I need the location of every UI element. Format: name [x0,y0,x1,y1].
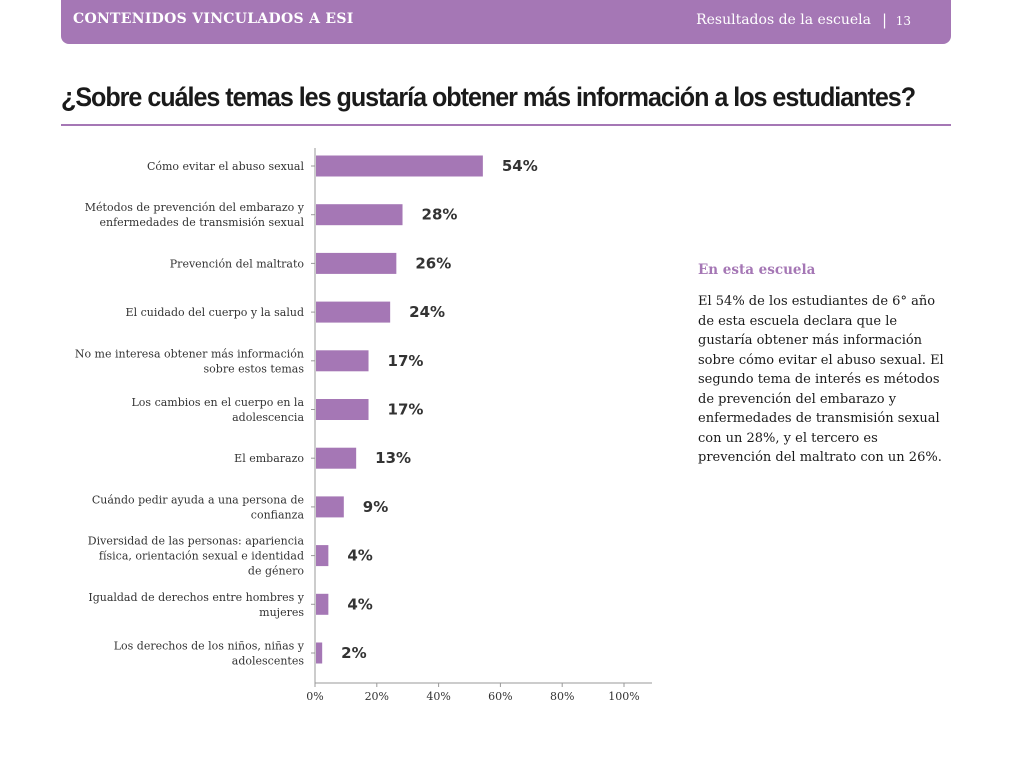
bar-value-label: 17% [388,401,424,419]
category-label: Diversidad de las personas: apariencia fí… [88,535,305,578]
bar-value-label: 54% [502,157,538,175]
x-tick-label: 80% [550,690,574,703]
bar-value-label: 4% [347,547,372,565]
category-label: El cuidado del cuerpo y la salud [126,306,304,319]
page-number: 13 [895,14,911,28]
category-label: Prevención del maltrato [170,257,305,270]
x-tick-label: 100% [608,690,639,703]
x-tick-label: 0% [306,690,323,703]
header-separator: | [881,11,887,29]
bar-value-label: 26% [415,254,451,272]
x-tick-label: 60% [488,690,512,703]
bar [316,252,397,274]
header-subtitle: Resultados de la escuela [696,12,871,28]
category-label: Igualdad de derechos entre hombres y muje… [88,591,304,619]
bar [316,447,357,469]
bar [316,496,344,518]
bar-value-label: 13% [375,449,411,467]
bar [316,399,369,420]
sidebar-text: El 54% de los estudiantes de 6° año de e… [698,294,944,465]
bar-value-label: 2% [341,644,366,662]
bar-value-label: 28% [422,206,458,224]
category-label: Cuándo pedir ayuda a una persona de confi… [92,493,305,521]
bar [316,642,323,664]
bar [316,350,369,372]
bar-value-label: 24% [409,303,445,321]
title-divider [61,124,951,126]
category-label: Métodos de prevención del embarazo y enfe… [85,201,305,229]
category-label: El embarazo [234,452,304,465]
category-label: Cómo evitar el abuso sexual [147,160,305,173]
bar-value-label: 4% [347,595,372,613]
page-title: ¿Sobre cuáles temas les gustaría obtener… [61,82,916,112]
x-tick-label: 20% [365,690,389,703]
category-label: Los derechos de los niños, niñas y adoles… [114,640,305,668]
bar [316,545,329,567]
bar-value-label: 17% [388,352,424,370]
header-bar: CONTENIDOS VINCULADOS A ESI Resultados d… [61,0,951,44]
category-label: Los cambios en el cuerpo en la adolescenc… [132,396,305,424]
section-title: CONTENIDOS VINCULADOS A ESI [73,11,354,27]
sidebar-heading: En esta escuela [698,262,816,278]
bar [316,593,329,615]
bar-value-label: 9% [363,498,388,516]
bar [316,301,391,323]
x-tick-label: 40% [426,690,450,703]
bar [316,155,483,177]
bar [316,204,403,226]
category-label: No me interesa obtener más información so… [75,347,305,375]
